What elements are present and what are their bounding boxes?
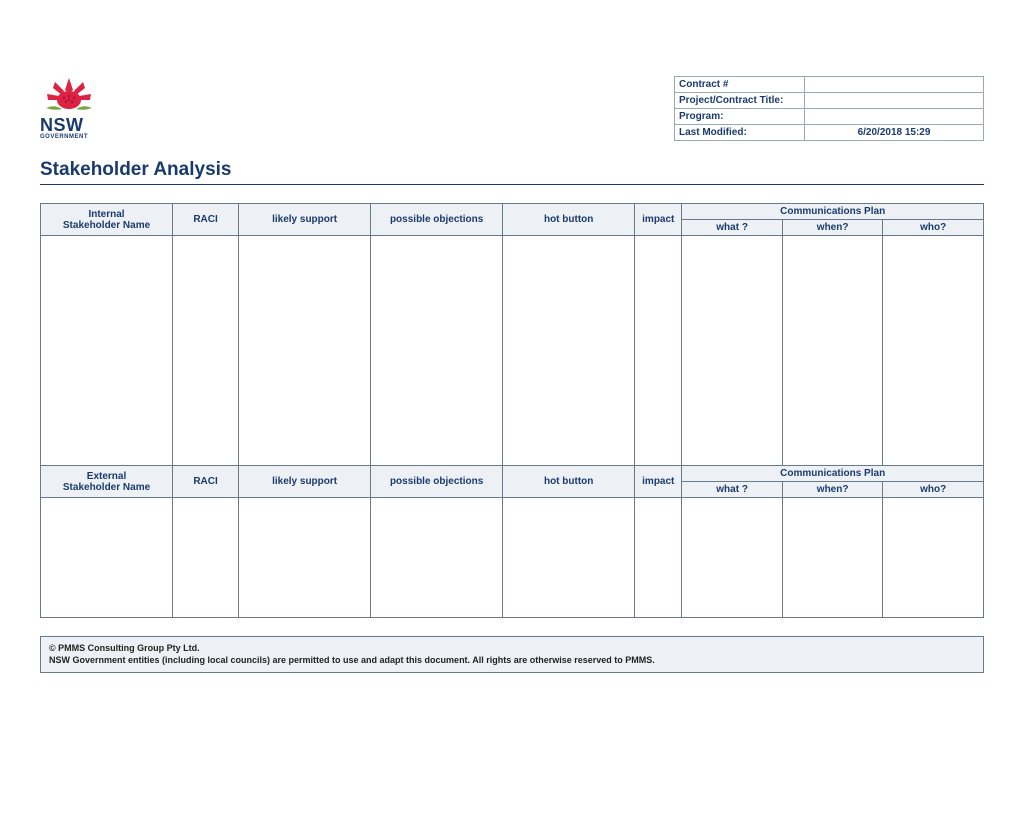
cell (503, 236, 635, 466)
meta-value (805, 77, 983, 92)
col-text: Internal Stakeholder Name (63, 209, 150, 231)
internal-body-row (41, 236, 984, 466)
cell (239, 498, 371, 618)
meta-row: Program: (675, 108, 983, 124)
col-impact: impact (635, 204, 682, 236)
cell (41, 498, 173, 618)
cell (503, 498, 635, 618)
meta-value: 6/20/2018 15:29 (805, 125, 983, 140)
cell (682, 236, 783, 466)
page-title: Stakeholder Analysis (40, 159, 984, 185)
meta-row: Contract # (675, 77, 983, 92)
cell (173, 498, 239, 618)
col-raci: RACI (173, 204, 239, 236)
col-comm-who: who? (883, 482, 984, 498)
col-likely-support: likely support (239, 204, 371, 236)
col-possible-objections: possible objections (371, 466, 503, 498)
cell (173, 236, 239, 466)
external-body-row (41, 498, 984, 618)
waratah-icon (40, 76, 98, 114)
meta-box: Contract # Project/Contract Title: Progr… (674, 76, 984, 141)
nsw-logo: NSW GOVERNMENT (40, 76, 98, 140)
cell (371, 498, 503, 618)
col-impact: impact (635, 466, 682, 498)
cell (635, 498, 682, 618)
col-comm-when: when? (782, 482, 883, 498)
external-header-row: External Stakeholder Name RACI likely su… (41, 466, 984, 482)
logo-gov-text: GOVERNMENT (40, 134, 88, 140)
cell (883, 236, 984, 466)
meta-row: Last Modified: 6/20/2018 15:29 (675, 124, 983, 140)
col-possible-objections: possible objections (371, 204, 503, 236)
col-hot-button: hot button (503, 204, 635, 236)
col-comm-plan: Communications Plan (682, 466, 984, 482)
col-comm-what: what ? (682, 220, 783, 236)
cell (371, 236, 503, 466)
col-comm-who: who? (883, 220, 984, 236)
footer-line1: © PMMS Consulting Group Pty Ltd. (49, 643, 975, 655)
cell (239, 236, 371, 466)
cell (782, 498, 883, 618)
col-hot-button: hot button (503, 466, 635, 498)
col-comm-when: when? (782, 220, 883, 236)
cell (782, 236, 883, 466)
col-comm-what: what ? (682, 482, 783, 498)
cell (41, 236, 173, 466)
page-root: NSW GOVERNMENT Contract # Project/Contra… (0, 0, 1024, 693)
col-external-name: External Stakeholder Name (41, 466, 173, 498)
meta-value (805, 93, 983, 108)
cell (682, 498, 783, 618)
logo-nsw-text: NSW (40, 116, 84, 134)
col-raci: RACI (173, 466, 239, 498)
analysis-table: Internal Stakeholder Name RACI likely su… (40, 203, 984, 618)
cell (883, 498, 984, 618)
footer-box: © PMMS Consulting Group Pty Ltd. NSW Gov… (40, 636, 984, 673)
col-comm-plan: Communications Plan (682, 204, 984, 220)
meta-label: Project/Contract Title: (675, 93, 805, 108)
meta-value (805, 109, 983, 124)
meta-row: Project/Contract Title: (675, 92, 983, 108)
cell (635, 236, 682, 466)
meta-label: Program: (675, 109, 805, 124)
col-text: External Stakeholder Name (63, 471, 150, 493)
meta-label: Last Modified: (675, 125, 805, 140)
col-internal-name: Internal Stakeholder Name (41, 204, 173, 236)
meta-label: Contract # (675, 77, 805, 92)
col-likely-support: likely support (239, 466, 371, 498)
internal-header-row: Internal Stakeholder Name RACI likely su… (41, 204, 984, 220)
footer-line2: NSW Government entities (including local… (49, 655, 975, 667)
header-row: NSW GOVERNMENT Contract # Project/Contra… (40, 76, 984, 141)
